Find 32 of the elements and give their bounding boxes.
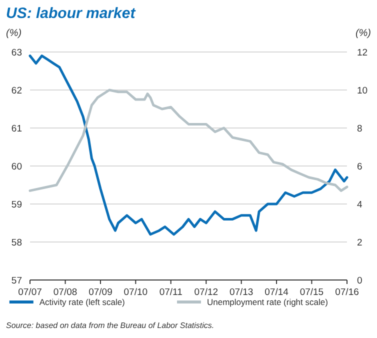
y2-tick-label: 6 [357,162,362,172]
y2-tick-label: 0 [357,276,362,286]
x-tick-label: 07/15 [300,287,324,298]
x-tick-label: 07/16 [335,287,359,298]
y2-tick-label: 8 [357,124,362,134]
y-tick-label: 62 [11,86,22,96]
y-tick-label: 60 [11,162,22,172]
y2-tick-label: 12 [357,48,368,58]
line-series [28,88,348,192]
y2-axis-title: (%) [355,28,371,39]
line-series [28,54,348,236]
y-tick-label: 63 [11,48,22,58]
x-tick-label: 07/13 [229,287,254,298]
y-tick-label: 57 [11,276,22,286]
x-tick-label: 07/11 [159,287,182,298]
legend-label: Unemployment rate (right scale) [207,297,328,307]
x-tick-label: 07/12 [194,287,218,298]
y2-tick-label: 4 [357,200,362,210]
y2-tick-label: 2 [357,238,362,248]
y-tick-label: 61 [11,124,22,134]
x-tick-label: 07/08 [53,287,78,298]
x-tick-label: 07/09 [88,287,112,298]
y-axis-title: (%) [6,28,22,39]
x-tick-label: 07/14 [264,287,288,298]
y-tick-label: 58 [11,238,22,248]
source-note: Source: based on data from the Bureau of Labor Statistics. [6,321,214,330]
chart-title: US: labour market [6,5,136,22]
x-tick-label: 07/07 [18,287,42,298]
y2-tick-label: 10 [357,86,368,96]
y-tick-label: 59 [11,200,22,210]
legend-label: Activity rate (left scale) [39,297,126,307]
x-tick-label: 07/10 [124,287,148,298]
